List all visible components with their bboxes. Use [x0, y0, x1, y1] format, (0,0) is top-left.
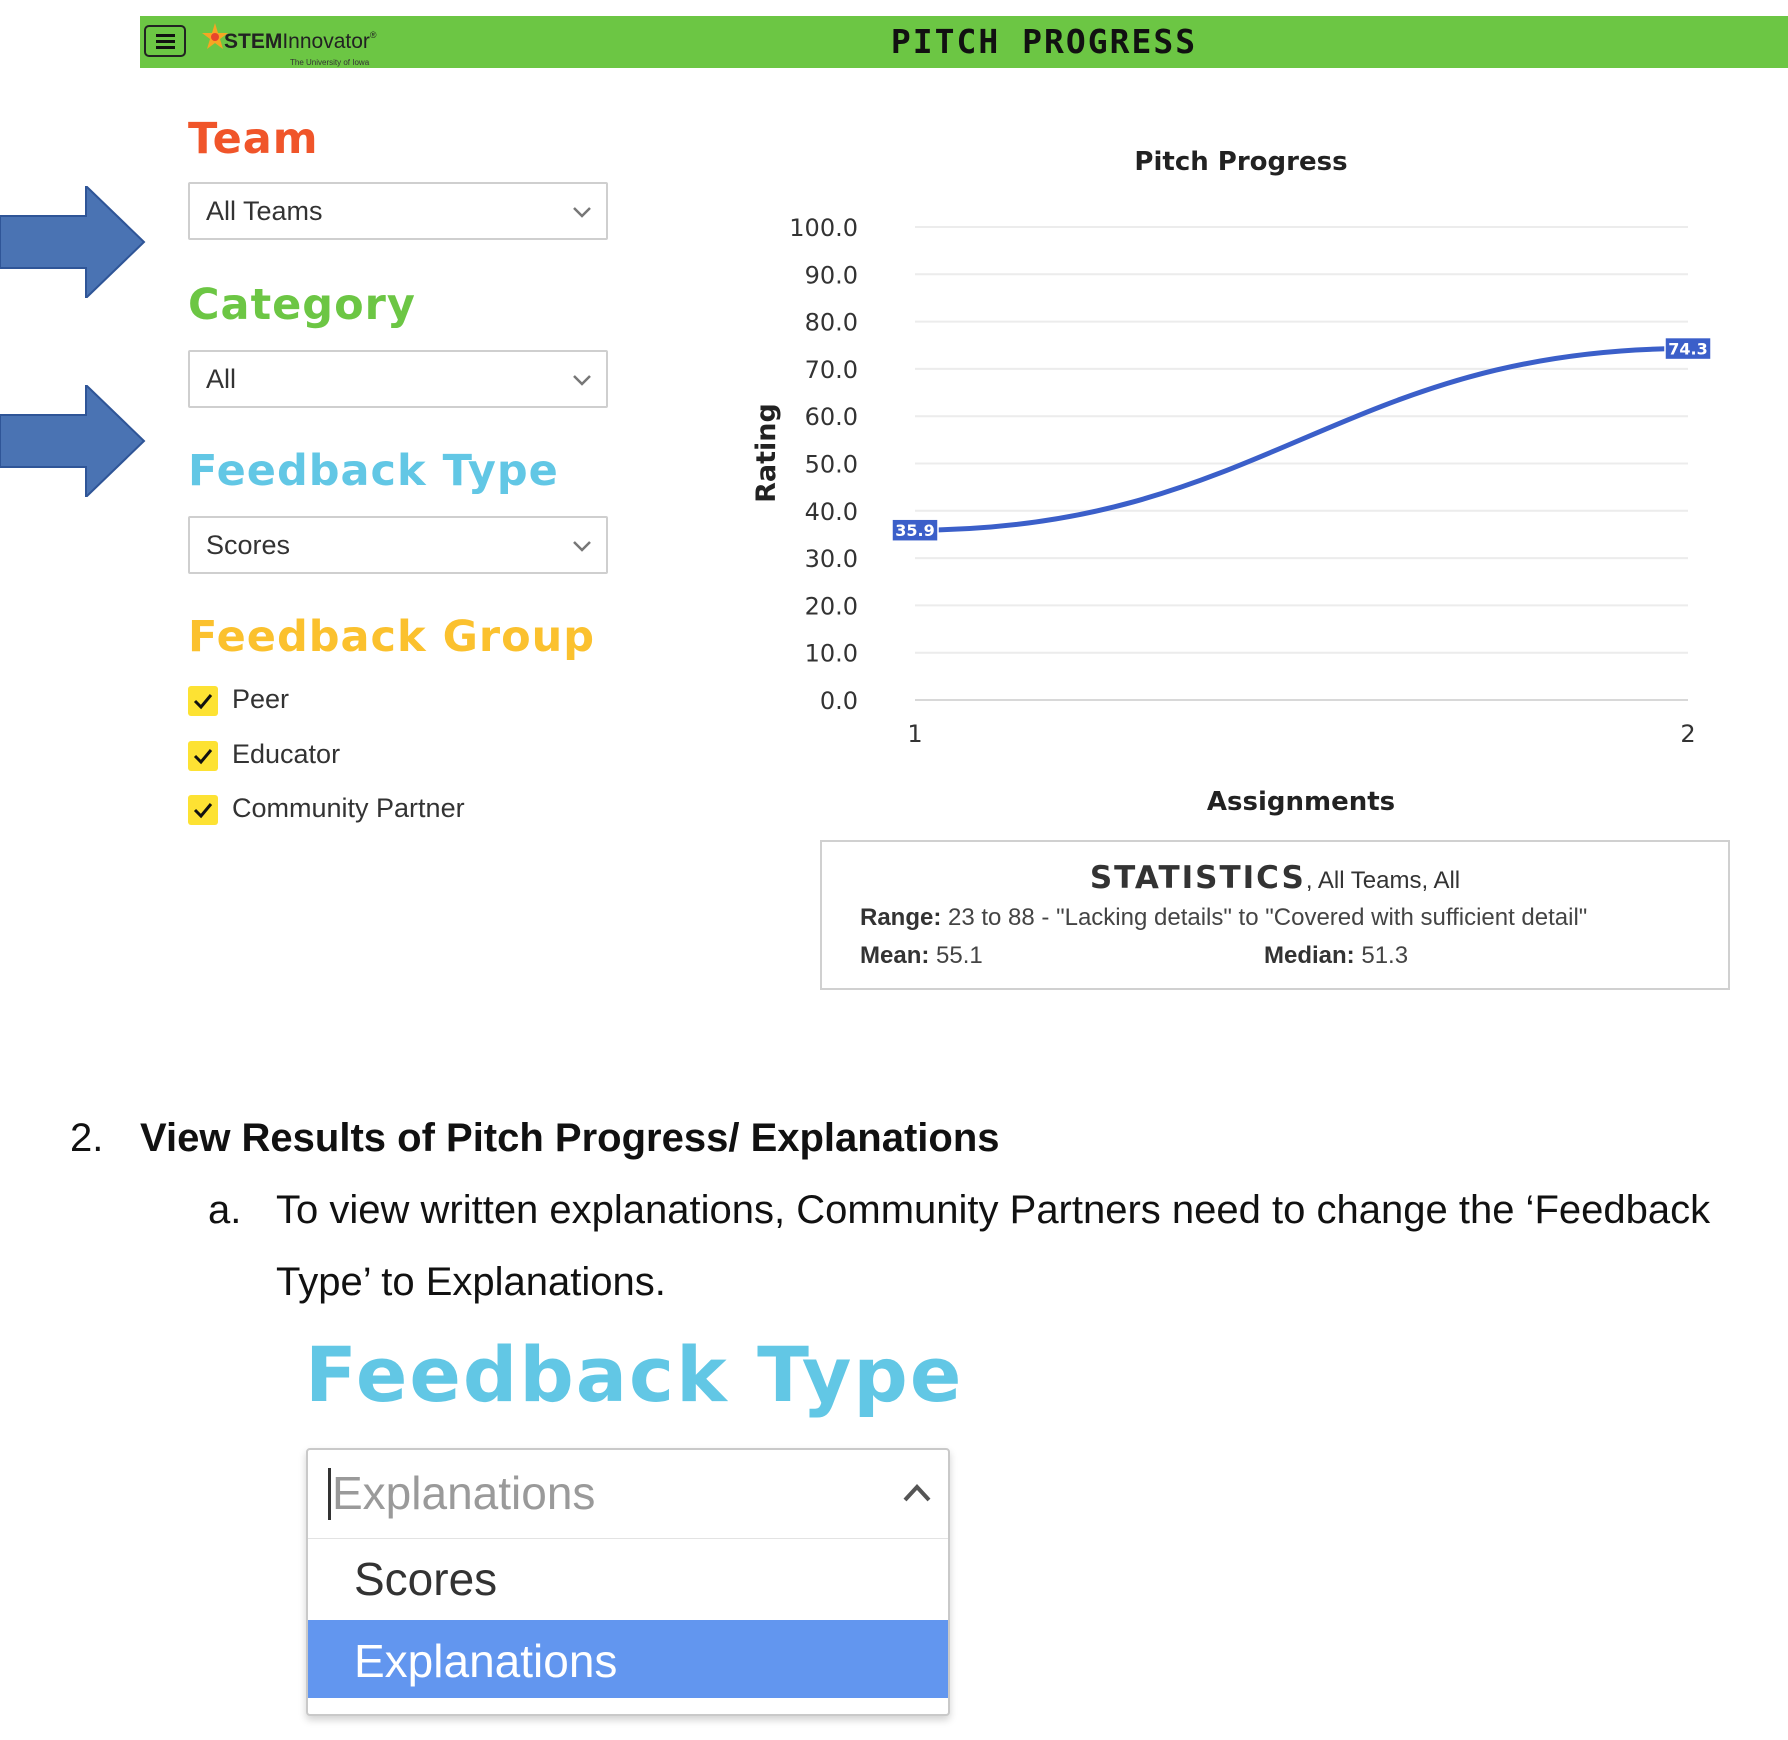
statistics-mean: Mean: 55.1 — [860, 942, 983, 969]
top-header-bar: STEMInnovator® The University of Iowa PI… — [140, 16, 1788, 68]
menu-line — [156, 40, 175, 43]
x-tick-label: 2 — [1680, 720, 1695, 748]
y-axis-label: Rating — [751, 403, 782, 503]
chevron-up-icon[interactable] — [900, 1478, 934, 1508]
data-label: 74.3 — [1668, 340, 1707, 359]
annotation-arrow-icon — [0, 385, 146, 497]
statistics-panel: STATISTICS, All Teams, All Range: 23 to … — [820, 840, 1730, 990]
checkbox-label: Educator — [232, 739, 341, 769]
checkbox-checked[interactable] — [188, 795, 218, 825]
zoomed-feedback-type-heading: Feedback Type — [305, 1330, 964, 1419]
y-tick-label: 40.0 — [805, 498, 858, 526]
dropdown-option-scores[interactable]: Scores — [308, 1538, 948, 1616]
checkbox-label: Peer — [232, 684, 290, 714]
team-heading: Team — [188, 114, 319, 164]
category-select[interactable]: All — [188, 350, 608, 408]
y-tick-label: 10.0 — [805, 640, 858, 668]
pitch-progress-chart: Pitch Progress Rating Assignments 100.0 9… — [730, 120, 1788, 840]
page-title: PITCH PROGRESS — [890, 22, 1198, 61]
zoomed-feedback-type-dropdown[interactable]: Explanations Scores Explanations — [306, 1448, 950, 1716]
logo-star-icon — [202, 23, 228, 49]
data-label-box — [891, 518, 939, 542]
annotation-arrow-icon — [0, 186, 146, 298]
logo-subtitle: The University of Iowa — [290, 58, 370, 67]
menu-line — [156, 46, 175, 49]
chevron-down-icon — [573, 207, 591, 218]
checkbox-checked[interactable] — [188, 741, 218, 771]
data-label: 35.9 — [895, 521, 934, 540]
series-line — [914, 346, 1689, 533]
data-label-box — [1664, 336, 1712, 361]
y-tick-label: 80.0 — [805, 309, 858, 337]
text-caret — [328, 1468, 331, 1520]
statistics-title: STATISTICS, All Teams, All — [1089, 860, 1461, 896]
option-label: Scores — [354, 1553, 498, 1605]
step-instruction-line-2: Type’ to Explanations. — [276, 1260, 666, 1304]
statistics-median: Median: 51.3 — [1264, 942, 1409, 969]
category-heading: Category — [188, 280, 416, 330]
dropdown-placeholder: Explanations — [332, 1467, 596, 1519]
y-tick-label: 50.0 — [805, 451, 858, 479]
menu-line — [156, 34, 175, 37]
checkmark-icon — [193, 803, 213, 819]
feedback-group-heading: Feedback Group — [188, 612, 596, 662]
category-select-value: All — [206, 364, 237, 394]
chevron-down-icon — [573, 541, 591, 552]
dropdown-option-explanations[interactable]: Explanations — [308, 1620, 948, 1698]
checkmark-icon — [193, 749, 213, 765]
chart-title: Pitch Progress — [1134, 147, 1347, 177]
step-heading: 2. View Results of Pitch Progress/ Explan… — [70, 1116, 1000, 1160]
hamburger-menu-button[interactable] — [144, 25, 186, 57]
step-instruction-line-1: a. To view written explanations, Communit… — [208, 1188, 1711, 1232]
y-tick-label: 30.0 — [805, 545, 858, 573]
feedback-type-search-input[interactable]: Explanations — [308, 1450, 948, 1539]
logo-text: STEMInnovator® — [224, 30, 377, 53]
chevron-down-icon — [573, 375, 591, 386]
x-tick-label: 1 — [907, 720, 922, 748]
y-tick-label: 20.0 — [805, 592, 858, 620]
y-tick-label: 60.0 — [805, 403, 858, 431]
chart-svg: Pitch Progress Rating Assignments 100.0 9… — [751, 147, 1712, 817]
y-tick-label: 0.0 — [820, 687, 858, 715]
statistics-range: Range: 23 to 88 - "Lacking details" to "… — [860, 904, 1588, 931]
x-axis-label: Assignments — [1207, 787, 1395, 817]
checkbox-label: Community Partner — [232, 793, 465, 823]
checkmark-icon — [193, 694, 213, 710]
y-tick-label: 100.0 — [789, 214, 858, 242]
feedback-type-heading: Feedback Type — [188, 446, 559, 496]
team-select[interactable]: All Teams — [188, 182, 608, 240]
feedback-type-select-value: Scores — [206, 530, 291, 560]
y-tick-label: 90.0 — [805, 261, 858, 289]
option-label: Explanations — [354, 1635, 618, 1687]
checkbox-checked[interactable] — [188, 686, 218, 716]
y-tick-label: 70.0 — [805, 356, 858, 384]
team-select-value: All Teams — [206, 196, 323, 226]
feedback-type-select[interactable]: Scores — [188, 516, 608, 574]
